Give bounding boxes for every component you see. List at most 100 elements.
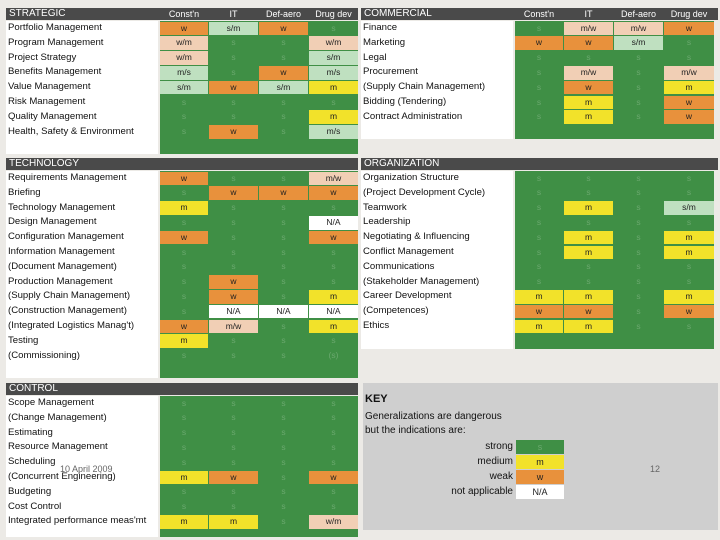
rating-cell: s — [209, 426, 258, 440]
row-label: Integrated performance meas'mt — [8, 515, 147, 527]
rating-cell: w — [209, 125, 258, 139]
row-label: (Project Development Cycle) — [363, 186, 486, 198]
rating-cell: s — [309, 411, 358, 426]
rating-cell: s — [209, 36, 258, 51]
rating-cell: w — [664, 304, 714, 319]
rating-cell: w/m — [160, 36, 208, 51]
rating-cell: s — [209, 171, 258, 186]
row-label: Scope Management — [8, 397, 94, 408]
row-label: (Supply Chain Management) — [363, 81, 486, 93]
rating-cell: s — [309, 260, 358, 275]
rating-cell: m — [664, 80, 714, 95]
rating-cell: s/m — [209, 21, 258, 36]
rating-cell: m — [515, 319, 563, 334]
key-swatch: m — [516, 455, 564, 469]
row-label: Production Management — [8, 275, 113, 287]
rating-cell: s — [259, 110, 308, 125]
rating-cell: s — [564, 51, 613, 65]
key-label-not-applicable: not applicable — [451, 486, 513, 497]
rating-cell: w — [160, 171, 208, 186]
rating-cell: s — [209, 440, 258, 455]
rating-cell: s — [160, 485, 208, 500]
rating-cell: s — [259, 485, 308, 500]
rating-cell: s — [160, 411, 208, 426]
rating-cell: m — [160, 514, 208, 529]
row-label: Legal — [363, 51, 387, 63]
rating-cell: s — [259, 36, 308, 51]
key-swatch: w — [516, 470, 564, 484]
rating-cell: s — [564, 275, 613, 289]
row-label: (Stakeholder Management) — [363, 275, 480, 287]
row-label: Career Development — [363, 290, 452, 302]
rating-cell: s — [614, 230, 663, 245]
rating-cell: s — [209, 349, 258, 363]
row-label: Design Management — [8, 216, 97, 228]
rating-cell: s — [664, 51, 714, 65]
section-header-strategic: STRATEGIC — [6, 8, 358, 20]
rating-cell: s/m — [259, 80, 308, 95]
rating-cell: s — [309, 455, 358, 470]
rating-cell: s — [664, 275, 714, 289]
rating-cell: s — [664, 260, 714, 275]
rating-cell: m/w — [614, 21, 663, 36]
rating-cell: s — [209, 245, 258, 260]
rating-cell: s — [209, 411, 258, 426]
rating-cell: s — [259, 245, 308, 260]
rating-cell: s — [515, 51, 563, 65]
rating-cell: s — [515, 260, 563, 275]
row-label: Quality Management — [8, 110, 97, 122]
rating-cell: s — [614, 275, 663, 289]
rating-cell: s — [309, 500, 358, 514]
rating-cell: s — [160, 396, 208, 411]
rating-cell: w — [259, 21, 308, 36]
section-header-commercial: COMMERCIAL — [361, 8, 718, 20]
rating-cell: m/w — [309, 171, 358, 186]
rating-cell: s — [664, 186, 714, 201]
rating-cell: s — [259, 440, 308, 455]
rating-cell: s — [309, 245, 358, 260]
row-label: Communications — [363, 260, 435, 272]
row-label: Negotiating & Influencing — [363, 231, 470, 243]
section-labels-bg — [6, 396, 158, 537]
row-label: Procurement — [363, 66, 418, 78]
section-header-technology: TECHNOLOGY — [6, 158, 358, 170]
rating-cell: s — [259, 426, 308, 440]
rating-cell: s — [259, 289, 308, 304]
rating-cell: m/s — [309, 65, 358, 80]
rating-cell: s — [259, 171, 308, 186]
row-label: Information Management — [8, 246, 115, 257]
rating-cell: s — [259, 470, 308, 485]
rating-cell: w/m — [309, 514, 358, 529]
rating-cell: s — [259, 411, 308, 426]
rating-cell: w — [564, 36, 613, 51]
rating-cell: m — [564, 319, 613, 334]
rating-cell: w — [209, 80, 258, 95]
section-labels-bg — [6, 21, 158, 155]
rating-cell: w — [564, 80, 613, 95]
rating-cell: s — [209, 500, 258, 514]
rating-cell: s — [160, 95, 208, 110]
rating-cell: s — [209, 230, 258, 245]
key-label-strong: strong — [485, 441, 513, 452]
column-header: IT — [584, 9, 593, 19]
rating-cell: m — [309, 319, 358, 334]
row-label: Benefits Management — [8, 66, 102, 78]
row-label: (Commissioning) — [8, 349, 80, 361]
row-label: Resource Management — [8, 441, 108, 453]
row-label: Bidding (Tendering) — [363, 96, 447, 107]
rating-cell: w — [515, 36, 563, 51]
rating-cell: m — [564, 95, 613, 110]
section-labels-bg — [361, 171, 513, 349]
rating-cell: s — [160, 349, 208, 363]
rating-cell: s — [614, 80, 663, 95]
rating-cell: s — [209, 51, 258, 65]
rating-cell: s — [515, 201, 563, 215]
rating-cell: w — [309, 186, 358, 201]
row-label: Leadership — [363, 216, 411, 228]
rating-cell: m/s — [309, 125, 358, 139]
rating-cell: w/m — [160, 51, 208, 65]
rating-cell: w — [209, 186, 258, 201]
rating-cell: s — [515, 95, 563, 110]
rating-cell: s — [515, 230, 563, 245]
rating-cell: s/m — [614, 36, 663, 51]
